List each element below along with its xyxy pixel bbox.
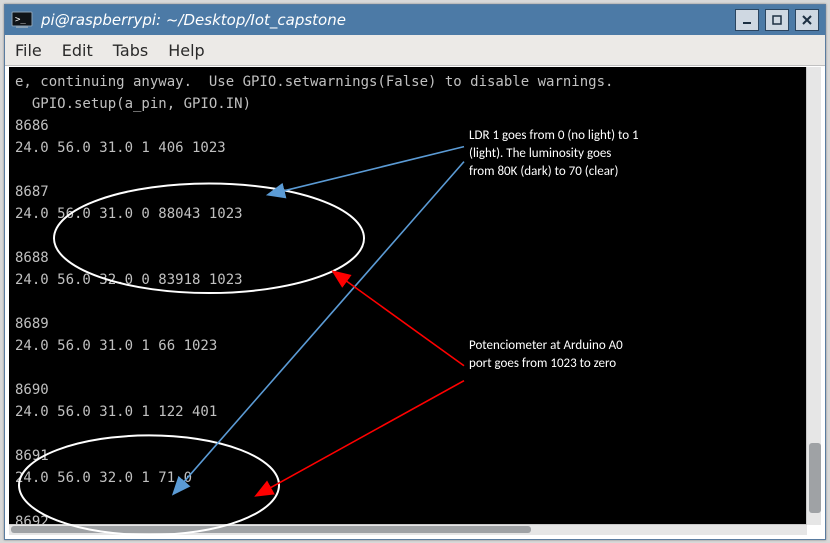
terminal-icon: >_ bbox=[11, 11, 33, 29]
minimize-button[interactable] bbox=[735, 9, 759, 31]
vertical-scrollbar[interactable] bbox=[806, 67, 821, 525]
vertical-scroll-thumb[interactable] bbox=[809, 443, 821, 513]
horizontal-scroll-thumb[interactable] bbox=[11, 526, 531, 533]
terminal-window: >_ pi@raspberrypi: ~/Desktop/Iot_capston… bbox=[4, 4, 826, 540]
terminal-output: e, continuing anyway. Use GPIO.setwarnin… bbox=[9, 67, 807, 535]
svg-text:>_: >_ bbox=[15, 15, 26, 25]
menu-edit[interactable]: Edit bbox=[62, 41, 93, 60]
close-button[interactable] bbox=[795, 9, 819, 31]
maximize-button[interactable] bbox=[765, 9, 789, 31]
horizontal-scrollbar[interactable] bbox=[9, 524, 807, 535]
menu-help[interactable]: Help bbox=[168, 41, 204, 60]
window-title: pi@raspberrypi: ~/Desktop/Iot_capstone bbox=[41, 11, 346, 29]
menu-tabs[interactable]: Tabs bbox=[113, 41, 148, 60]
titlebar: >_ pi@raspberrypi: ~/Desktop/Iot_capston… bbox=[5, 5, 825, 35]
menubar: File Edit Tabs Help bbox=[5, 35, 825, 66]
terminal-viewport[interactable]: e, continuing anyway. Use GPIO.setwarnin… bbox=[9, 67, 807, 535]
menu-file[interactable]: File bbox=[15, 41, 42, 60]
